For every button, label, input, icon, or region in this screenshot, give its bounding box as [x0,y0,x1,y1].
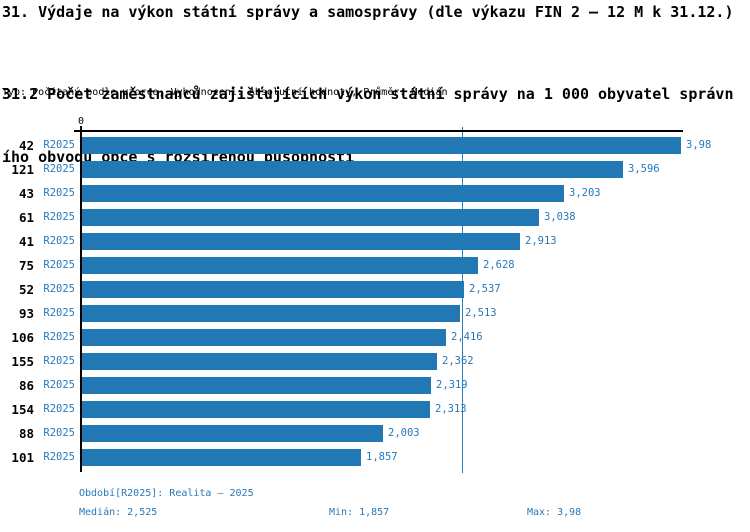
value-label: 2,003 [388,427,420,439]
chart-subtitle-line1: 31.2 Počet zaměstnanců zajišťujících výk… [2,85,734,103]
category-label: 106 [11,330,34,345]
x-axis-line [74,130,683,132]
category-label: 43 [18,186,34,201]
series-label: R2025 [43,187,75,199]
footer-median: Medián: 2,525 [79,507,158,518]
bar [82,209,539,226]
series-label: R2025 [43,451,75,463]
category-label: 88 [18,426,34,441]
value-label: 2,319 [436,379,468,391]
category-label: 75 [18,258,34,273]
series-label: R2025 [43,307,75,319]
series-label: R2025 [43,283,75,295]
category-label: 93 [18,306,34,321]
series-label: R2025 [43,211,75,223]
footer-min: Min: 1,857 [329,507,390,518]
value-label: 2,313 [435,403,467,415]
value-label: 3,98 [686,139,712,151]
bar [82,377,431,394]
value-label: 2,537 [469,283,501,295]
x-axis-zero-tick-label: 0 [77,116,85,127]
bar [82,353,437,370]
value-label: 2,513 [465,307,497,319]
bar [82,449,361,466]
chart-title: 31. Výdaje na výkon státní správy a samo… [2,3,734,21]
series-label: R2025 [43,403,75,415]
category-label: 86 [18,378,34,393]
bar [82,233,520,250]
bar [82,305,460,322]
value-label: 2,628 [483,259,515,271]
footer-period: Období[R2025]: Realita – 2025 [79,488,254,499]
value-label: 3,203 [569,187,601,199]
category-label: 42 [18,138,34,153]
bar [82,329,446,346]
value-label: 2,416 [451,331,483,343]
category-label: 121 [11,162,34,177]
value-label: 3,038 [544,211,576,223]
series-label: R2025 [43,331,75,343]
category-label: 154 [11,402,34,417]
value-label: 1,857 [366,451,398,463]
category-label: 52 [18,282,34,297]
bar [82,401,430,418]
category-label: 155 [11,354,34,369]
y-axis-line [80,126,82,472]
value-label: 2,913 [525,235,557,247]
footer-max: Max: 3,98 [527,507,582,518]
median-reference-line [462,127,463,473]
category-label: 101 [11,450,34,465]
series-label: R2025 [43,259,75,271]
series-label: R2025 [43,379,75,391]
bar [82,161,623,178]
bar [82,425,383,442]
bar [82,257,478,274]
series-label: R2025 [43,355,75,367]
series-label: R2025 [43,163,75,175]
value-label: 3,596 [628,163,660,175]
value-label: 2,362 [442,355,474,367]
category-label: 41 [18,234,34,249]
bar [82,137,681,154]
chart-meta-line: Typ: Počítaný podle vzorce, Vyhodnocení:… [2,87,448,98]
category-label: 61 [18,210,34,225]
bar [82,185,564,202]
bar [82,281,464,298]
series-label: R2025 [43,235,75,247]
series-label: R2025 [43,427,75,439]
series-label: R2025 [43,139,75,151]
